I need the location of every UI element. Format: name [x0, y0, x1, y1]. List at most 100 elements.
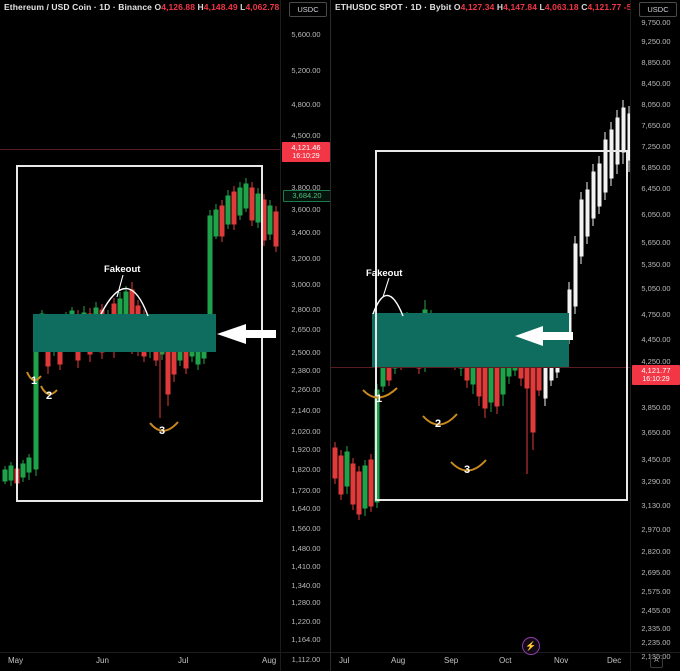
- left-open-value: 4,126.88: [161, 2, 196, 12]
- right-interval[interactable]: 1D: [410, 2, 422, 12]
- right-symbol[interactable]: ETHUSDC SPOT: [335, 2, 403, 12]
- left-tick: 1,920.00: [291, 445, 321, 454]
- chart-corner-button[interactable]: A: [650, 655, 663, 668]
- right-tick: 9,250.00: [641, 37, 671, 46]
- left-tick: 1,820.00: [291, 465, 321, 474]
- left-tick: 1,112.00: [291, 655, 321, 664]
- right-tick: 2,455.00: [641, 606, 671, 615]
- left-interval[interactable]: 1D: [99, 2, 111, 12]
- left-swing-2-label: 2: [46, 390, 53, 402]
- left-symbol[interactable]: Ethereum / USD Coin: [4, 2, 92, 12]
- left-plot-area[interactable]: Fakeout 1 2 3: [0, 14, 280, 652]
- right-high-value: 4,147.84: [503, 2, 538, 12]
- right-tick: 3,850.00: [641, 403, 671, 412]
- left-time-label: Jun: [96, 656, 109, 665]
- left-open-label: O: [154, 2, 162, 12]
- left-last-price-tag: 3,684.20: [283, 190, 330, 202]
- left-high-value: 4,148.49: [203, 2, 238, 12]
- left-current-price-time: 16:10:29: [292, 153, 320, 160]
- left-current-price-tag: 4,121.46 16:10:29: [282, 142, 330, 162]
- left-swing-1-label: 1: [31, 375, 38, 387]
- right-current-price-line: [331, 367, 630, 368]
- left-time-label: May: [8, 656, 24, 665]
- left-time-axis[interactable]: May Jun Jul Aug: [0, 652, 330, 671]
- right-swing-2-label: 2: [435, 418, 442, 430]
- left-tick: 2,650.00: [291, 325, 321, 334]
- left-tick: 1,280.00: [291, 598, 321, 607]
- right-exchange[interactable]: Bybit: [429, 2, 452, 12]
- left-current-price-line: [0, 149, 280, 150]
- left-low-label: L: [240, 2, 246, 12]
- right-tick: 3,290.00: [641, 477, 671, 486]
- right-plot-area[interactable]: Fakeout 1 2 3: [331, 14, 630, 652]
- left-tick: 1,410.00: [291, 562, 321, 571]
- pane-divider: [330, 0, 331, 671]
- left-tick: 4,500.00: [291, 131, 321, 140]
- left-tick: 2,500.00: [291, 348, 321, 357]
- left-tick: 2,020.00: [291, 427, 321, 436]
- right-tick: 5,050.00: [641, 284, 671, 293]
- lightning-bolt-icon[interactable]: ⚡: [522, 637, 540, 655]
- right-price-axis[interactable]: USDC 9,750.00 9,250.00 8,850.00 8,450.00…: [630, 0, 680, 671]
- right-current-price-tag: 4,121.77 16:10:29: [632, 365, 680, 385]
- right-tick: 3,450.00: [641, 455, 671, 464]
- left-tick: 3,400.00: [291, 228, 321, 237]
- left-tick: 1,164.00: [291, 635, 321, 644]
- right-tick: 2,695.00: [641, 568, 671, 577]
- right-chart-header: ETHUSDC SPOT · 1D · Bybit O4,127.34 H4,1…: [331, 0, 680, 14]
- right-close-label: C: [581, 2, 588, 12]
- left-sep2: ·: [112, 2, 119, 12]
- right-tick: 2,575.00: [641, 587, 671, 596]
- right-tick: 3,650.00: [641, 428, 671, 437]
- left-price-axis[interactable]: USDC 5,600.00 5,200.00 4,800.00 4,500.00…: [280, 0, 330, 671]
- left-tick: 1,220.00: [291, 617, 321, 626]
- right-time-label: Nov: [554, 656, 569, 665]
- left-high-label: H: [197, 2, 204, 12]
- right-tick: 5,650.00: [641, 238, 671, 247]
- left-tick: 5,600.00: [291, 30, 321, 39]
- left-tick: 3,000.00: [291, 280, 321, 289]
- left-chart-pane: Ethereum / USD Coin · 1D · Binance O4,12…: [0, 0, 330, 671]
- left-tick: 1,480.00: [291, 544, 321, 553]
- left-current-price-value: 4,121.46: [291, 143, 321, 152]
- right-time-label: Sep: [444, 656, 459, 665]
- right-tick: 4,750.00: [641, 310, 671, 319]
- right-chart-pane: ETHUSDC SPOT · 1D · Bybit O4,127.34 H4,1…: [331, 0, 680, 671]
- left-fakeout-label: Fakeout: [104, 264, 141, 275]
- left-tick: 1,340.00: [291, 581, 321, 590]
- right-open-value: 4,127.34: [460, 2, 495, 12]
- right-time-axis[interactable]: Jul Aug Sep Oct Nov Dec: [331, 652, 680, 671]
- right-fakeout-label: Fakeout: [366, 268, 403, 279]
- right-tick: 6,050.00: [641, 210, 671, 219]
- left-exchange[interactable]: Binance: [118, 2, 152, 12]
- right-tick: 7,250.00: [641, 142, 671, 151]
- left-low-value: 4,062.78: [245, 2, 280, 12]
- right-swing-1-label: 1: [376, 393, 383, 405]
- left-tick: 1,640.00: [291, 504, 321, 513]
- right-tick: 2,135.00: [641, 652, 671, 661]
- right-tick: 4,450.00: [641, 335, 671, 344]
- right-tick: 2,970.00: [641, 525, 671, 534]
- right-tick: 3,130.00: [641, 501, 671, 510]
- left-tick: 2,140.00: [291, 406, 321, 415]
- right-open-label: O: [453, 2, 461, 12]
- right-high-label: H: [496, 2, 504, 12]
- right-tick: 9,750.00: [641, 18, 671, 27]
- left-tick: 5,200.00: [291, 66, 321, 75]
- left-swing-3-label: 3: [159, 425, 166, 437]
- left-tick: 2,800.00: [291, 305, 321, 314]
- left-accumulation-zone: [33, 314, 216, 352]
- left-time-label: Jul: [178, 656, 189, 665]
- right-close-value: 4,121.77: [587, 2, 622, 12]
- left-time-label: Aug: [262, 656, 277, 665]
- right-current-price-time: 16:10:29: [642, 376, 670, 383]
- right-tick: 7,650.00: [641, 121, 671, 130]
- right-tick: 2,235.00: [641, 638, 671, 647]
- right-tick: 6,450.00: [641, 184, 671, 193]
- left-tick: 3,200.00: [291, 254, 321, 263]
- right-low-value: 4,063.18: [544, 2, 579, 12]
- right-tick: 2,820.00: [641, 547, 671, 556]
- right-tick: 8,450.00: [641, 79, 671, 88]
- left-tick: 2,380.00: [291, 366, 321, 375]
